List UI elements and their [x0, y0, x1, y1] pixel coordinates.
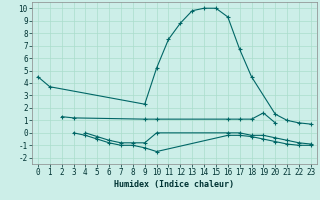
X-axis label: Humidex (Indice chaleur): Humidex (Indice chaleur) [115, 180, 234, 189]
